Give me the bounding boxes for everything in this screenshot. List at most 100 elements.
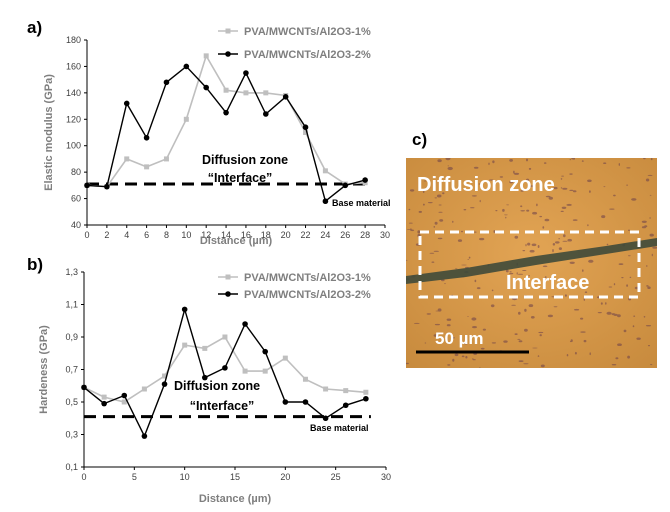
micro-speck	[645, 178, 650, 182]
chart2-series-1-point	[302, 376, 308, 382]
chart1-series-1-line	[86, 53, 366, 188]
chart1-x-tick-label: 10	[181, 230, 191, 240]
micro-speck	[641, 226, 647, 229]
micro-speck	[626, 184, 628, 186]
chart2-series-2-point	[222, 365, 228, 371]
micro-speck	[461, 230, 463, 233]
micro-speck	[617, 314, 621, 318]
chart1-x-tick-label: 16	[241, 230, 251, 240]
micro-speck	[544, 276, 547, 278]
micro-speck	[454, 353, 459, 357]
micro-speck	[649, 217, 651, 219]
micro-speck	[467, 258, 469, 260]
micro-speck	[516, 272, 518, 275]
micro-speck	[424, 342, 427, 344]
micro-speck	[431, 261, 435, 263]
micro-speck	[647, 174, 653, 176]
micro-speck	[552, 243, 556, 246]
chart1-x-tick-label: 22	[301, 230, 311, 240]
micro-speck	[408, 208, 411, 211]
chart2-y-tick-label: 1,1	[65, 300, 78, 310]
chart1-series-2-point	[203, 84, 209, 91]
chart2-legend-marker-1	[225, 274, 231, 280]
micro-speck	[562, 187, 568, 190]
chart1-y-tick-label: 180	[66, 35, 81, 45]
micro-speck	[621, 277, 624, 279]
micro-speck	[409, 189, 415, 192]
chart2-series-2-point	[181, 306, 188, 313]
chart1-y-tick-label: 120	[66, 114, 81, 124]
micro-speck	[547, 314, 553, 318]
micro-speck	[525, 243, 527, 247]
chart1-annotation-interface: “Interface”	[208, 171, 273, 185]
micro-speck	[434, 323, 440, 326]
micro-speck	[569, 261, 575, 264]
micro-speck	[650, 158, 653, 161]
micro-speck	[472, 326, 477, 329]
micro-speck	[597, 312, 602, 314]
micro-speck	[429, 252, 435, 254]
micro-speck	[641, 220, 647, 223]
chart1-x-tick-label: 24	[320, 230, 330, 240]
micro-speck	[540, 364, 545, 368]
micro-speck	[600, 302, 603, 305]
micro-speck	[569, 159, 571, 161]
micro-speck	[537, 245, 540, 248]
micro-speck	[502, 208, 505, 212]
micro-speck	[488, 162, 490, 166]
chart1-series-2-point	[183, 63, 190, 70]
micro-speck	[587, 224, 589, 227]
chart1-x-tick-label: 20	[281, 230, 291, 240]
micro-speck	[545, 195, 551, 198]
micro-speck	[584, 291, 588, 293]
chart2-x-tick-label: 25	[331, 472, 341, 482]
micro-speck	[569, 340, 573, 343]
micro-speck	[580, 317, 584, 320]
chart1-series-2-point	[302, 124, 309, 131]
micro-speck	[406, 259, 408, 261]
micro-speck	[626, 167, 631, 169]
chart2-series-1-point	[182, 342, 188, 348]
micro-speck	[491, 342, 497, 344]
micro-speck	[523, 363, 529, 365]
micro-speck	[437, 308, 442, 312]
chart1-baseline-label: Base material	[332, 198, 391, 208]
micro-speck	[605, 302, 607, 305]
micro-speck	[474, 231, 477, 233]
micro-speck	[423, 203, 425, 206]
chart1-x-tick-label: 0	[84, 230, 89, 240]
micro-speck	[627, 229, 631, 231]
chart2-series-1-point	[282, 355, 288, 361]
chart1-y-tick-label: 140	[66, 88, 81, 98]
micro-speck	[528, 304, 534, 308]
chart1-x-tick-label: 4	[124, 230, 129, 240]
chart1-series-1-point	[243, 90, 249, 96]
micro-speck	[650, 364, 653, 366]
micro-speck	[433, 250, 439, 252]
chart1-series-2-point	[243, 70, 249, 76]
micro-speck	[520, 210, 525, 212]
micro-speck	[553, 186, 558, 190]
chart2-y-tick-label: 1,3	[65, 267, 78, 277]
micro-speck	[649, 233, 654, 237]
micro-speck	[479, 237, 485, 241]
micro-speck	[520, 190, 524, 192]
micro-speck	[476, 287, 481, 290]
chart1-legend-label-2: PVA/MWCNTs/Al2O3-2%	[244, 49, 371, 61]
micro-speck	[447, 364, 451, 366]
micro-speck	[544, 218, 550, 222]
micro-speck	[422, 190, 425, 193]
micro-speck	[539, 215, 543, 218]
micro-speck	[436, 194, 442, 198]
chart1-y-axis-title: Elastic modulus (GPa)	[43, 74, 55, 191]
micro-speck	[647, 345, 651, 347]
micro-speck	[526, 158, 528, 162]
chart2-legend-marker-2	[225, 291, 231, 297]
chart2-x-tick-label: 20	[280, 472, 290, 482]
micro-speck	[574, 308, 580, 311]
micro-speck	[437, 237, 443, 240]
chart2-y-axis-title: Hardeness (GPa)	[38, 325, 50, 414]
chart2-series-1-point	[242, 368, 248, 374]
micro-speck	[529, 185, 535, 187]
panel-b-label: b)	[27, 255, 44, 274]
